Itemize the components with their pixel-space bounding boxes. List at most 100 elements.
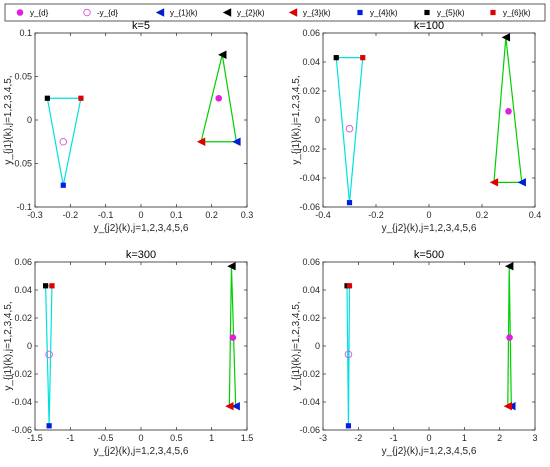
x-tick-label: -0.2 — [368, 210, 384, 220]
subplot-2: -0.4 -0.2 0 0.2 0.4 -0.06 -0.04 -0.02 0 0.02 0.04 0… — [291, 20, 541, 234]
plot-area — [34, 32, 248, 208]
legend-entry: y_{3}(k) — [288, 8, 331, 18]
x-tick-label: 0 — [138, 210, 143, 220]
point-y1 — [232, 137, 241, 146]
y-tick-label: 0.1 — [19, 28, 32, 38]
x-tick-label: 0 — [426, 433, 431, 443]
y-tick-label: -0.06 — [11, 425, 32, 435]
legend-label: y_{3}(k) — [303, 9, 331, 18]
x-tick-label: 0.3 — [241, 210, 254, 220]
y-tick-label: 0.04 — [302, 57, 320, 67]
point-y1 — [517, 178, 526, 187]
y-tick-label: 0.06 — [302, 257, 320, 267]
y-tick-label: 0.06 — [14, 257, 32, 267]
y-tick-label: 0 — [27, 115, 32, 125]
point-y1 — [231, 402, 240, 411]
triangle-y4-y5-y6 — [335, 57, 364, 203]
x-tick-label: -0.3 — [27, 210, 43, 220]
y-tick-label: 0.04 — [302, 285, 320, 295]
point-y3 — [196, 137, 206, 146]
x-tick-label: -1.5 — [27, 433, 43, 443]
point-neg-y-d — [45, 350, 53, 359]
point-y4 — [60, 182, 66, 188]
legend-marker — [288, 8, 298, 17]
point-y6 — [360, 55, 366, 61]
triangle-y4-y5-y6 — [44, 285, 53, 426]
point-y4 — [345, 423, 352, 429]
legend-entry: y_{5}(k) — [424, 9, 465, 18]
point-neg-y-d — [345, 124, 354, 133]
subplot-4: -3 -2 -1 0 1 2 3 -0.06 -0.04 -0.02 0 0.02 0.04 0.06 k=… — [291, 249, 538, 457]
legend-marker — [490, 9, 496, 16]
legend-label: y_{5}(k) — [437, 9, 465, 18]
x-tick-label: 2 — [497, 433, 502, 443]
point-y4 — [346, 200, 353, 206]
y-tick-label: -0.02 — [299, 369, 320, 379]
y-tick-label: -0.04 — [11, 397, 32, 407]
y-tick-label: 0.06 — [302, 28, 320, 38]
y-tick-label: -0.06 — [299, 425, 320, 435]
point-neg-y-d — [59, 137, 68, 146]
x-axis-label: y_{j2}(k),j=1,2,3,4,5,6 — [382, 446, 477, 457]
y-tick-label: 0.02 — [14, 313, 32, 323]
legend-label: y_{4}(k) — [370, 9, 398, 18]
x-tick-label: -0.1 — [98, 210, 114, 220]
point-y5 — [43, 283, 49, 289]
y-tick-label: -0.04 — [299, 397, 320, 407]
legend-marker — [83, 8, 91, 17]
point-y-d — [229, 334, 237, 341]
y-tick-label: 0.02 — [302, 313, 320, 323]
y-tick-label: -0.1 — [16, 202, 32, 212]
y-tick-label: 0 — [27, 341, 32, 351]
y-axis-label: y_{j1}(k),j=1,2,3,4,5, — [291, 75, 302, 164]
subplot-title: k=100 — [414, 20, 444, 32]
y-tick-label: -0.02 — [11, 369, 32, 379]
legend-marker — [424, 9, 430, 16]
x-tick-label: 0 — [138, 433, 143, 443]
point-y3 — [225, 402, 234, 411]
legend-label: y_{1}(k) — [170, 9, 198, 18]
plot-area — [322, 32, 536, 208]
point-y6 — [78, 95, 84, 101]
legend-marker — [357, 9, 363, 16]
x-tick-label: 1 — [209, 433, 214, 443]
x-axis-label: y_{j2}(k),j=1,2,3,4,5,6 — [382, 223, 477, 234]
triangle-y4-y5-y6 — [46, 97, 82, 186]
legend-entry: -y_{d} — [83, 8, 118, 18]
point-y6 — [346, 283, 353, 289]
legend-label: -y_{d} — [97, 9, 118, 18]
x-tick-label: 0.2 — [476, 210, 489, 220]
x-tick-label: 3 — [532, 433, 537, 443]
point-y6 — [49, 283, 55, 289]
point-y4 — [46, 423, 52, 429]
legend: y_{d} -y_{d} y_{1}(k) y_{2}(k) y_{3}(k) y_{4}… — [4, 3, 546, 22]
y-tick-label: 0.04 — [14, 285, 32, 295]
x-tick-label: -0.2 — [63, 210, 79, 220]
y-tick-label: -0.02 — [299, 144, 320, 154]
point-neg-y-d — [344, 350, 353, 359]
subplot-3: -1.5 -1 -0.5 0 0.5 1 1.5 -0.06 -0.04 -0.02 0 0.02 0.… — [3, 249, 253, 457]
x-tick-label: 0.2 — [205, 210, 218, 220]
x-tick-label: -0.4 — [315, 210, 331, 220]
y-tick-label: -0.04 — [299, 173, 320, 183]
point-y2 — [218, 50, 227, 59]
x-tick-label: 1.5 — [241, 433, 254, 443]
point-y5 — [333, 55, 339, 61]
point-y2 — [505, 262, 514, 271]
subplot-1: -0.3 -0.2 -0.1 0 0.1 0.2 0.3 -0.1 -0.05 0 0.05 0.1 k… — [3, 20, 253, 234]
x-axis-label: y_{j2}(k),j=1,2,3,4,5,6 — [94, 446, 189, 457]
x-tick-label: 0.1 — [170, 210, 183, 220]
legend-entry: y_{2}(k) — [222, 8, 265, 18]
x-tick-label: 0.5 — [170, 433, 183, 443]
y-tick-label: 0 — [315, 115, 320, 125]
x-tick-label: -1 — [390, 433, 398, 443]
y-axis-label: y_{j1}(k),j=1,2,3,4,5, — [3, 301, 14, 390]
point-y-d — [505, 108, 512, 115]
point-y-d — [506, 334, 513, 341]
legend-label: y_{d} — [30, 9, 49, 18]
y-tick-label: 0.05 — [14, 72, 32, 82]
subplot-title: k=5 — [132, 20, 150, 32]
y-tick-label: -0.05 — [11, 159, 32, 169]
point-y-d — [215, 94, 223, 102]
